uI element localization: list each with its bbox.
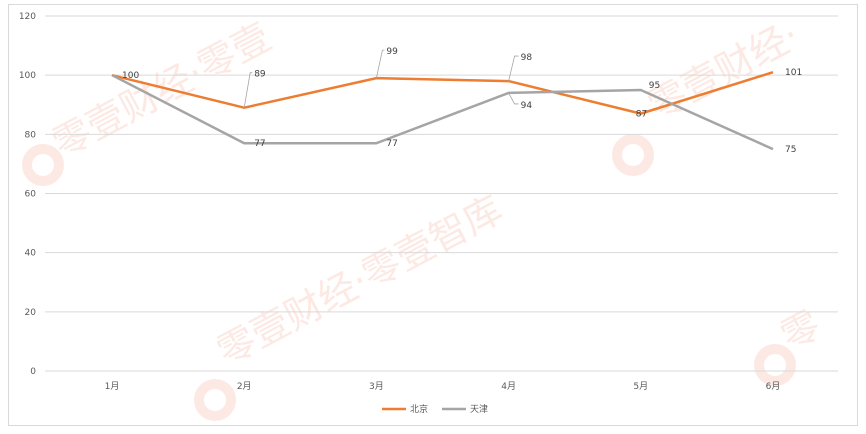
data-label: 77 bbox=[254, 139, 265, 149]
legend-label: 天津 bbox=[470, 404, 488, 415]
x-tick-label: 1月 bbox=[105, 381, 120, 392]
y-tick-label: 0 bbox=[30, 367, 36, 377]
y-tick-label: 20 bbox=[25, 308, 37, 318]
x-tick-label: 6月 bbox=[766, 381, 781, 392]
x-tick-label: 2月 bbox=[237, 381, 252, 392]
data-label: 77 bbox=[386, 139, 397, 149]
data-label: 98 bbox=[521, 53, 533, 63]
x-tick-label: 5月 bbox=[633, 381, 648, 392]
y-axis-ticks: 0 20 40 60 80 100 120 bbox=[19, 12, 36, 377]
data-label: 100 bbox=[122, 71, 139, 81]
x-tick-label: 4月 bbox=[501, 381, 516, 392]
x-axis-ticks: 1月 2月 3月 4月 5月 6月 bbox=[105, 381, 781, 392]
series-line bbox=[111, 71, 774, 115]
series-line bbox=[111, 74, 774, 151]
data-label: 87 bbox=[636, 110, 647, 120]
leader-line bbox=[243, 72, 253, 108]
leader-line bbox=[376, 49, 385, 79]
chart-frame bbox=[8, 4, 858, 426]
x-tick-label: 3月 bbox=[369, 381, 384, 392]
y-tick-label: 60 bbox=[25, 190, 37, 200]
gridlines bbox=[45, 15, 838, 372]
y-tick-label: 80 bbox=[25, 130, 37, 140]
y-tick-label: 120 bbox=[19, 12, 36, 22]
data-label: 99 bbox=[386, 47, 398, 57]
y-tick-label: 100 bbox=[19, 71, 36, 81]
leader-line bbox=[508, 92, 519, 105]
legend: 北京 天津 bbox=[382, 403, 488, 415]
data-label: 101 bbox=[785, 68, 802, 78]
data-label: 94 bbox=[521, 101, 533, 111]
legend-label: 北京 bbox=[410, 403, 428, 415]
data-label: 89 bbox=[254, 70, 266, 80]
y-tick-label: 40 bbox=[25, 249, 37, 259]
series-lines bbox=[111, 71, 774, 151]
data-label: 75 bbox=[785, 145, 796, 155]
data-label: 95 bbox=[649, 81, 660, 91]
data-labels: 100 89 99 98 87 101 77 77 94 95 75 bbox=[122, 47, 802, 155]
leader-line bbox=[508, 55, 519, 82]
